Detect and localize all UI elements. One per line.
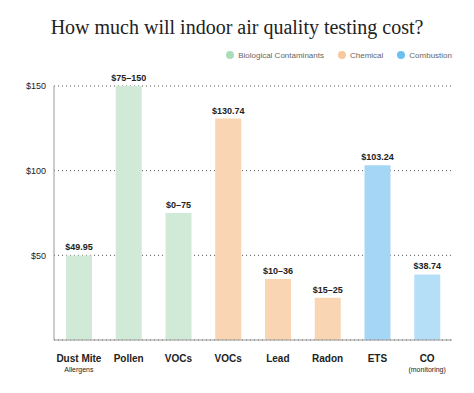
svg-text:Radon: Radon (312, 353, 343, 364)
svg-text:$49.95: $49.95 (65, 242, 93, 252)
svg-text:$100: $100 (26, 166, 46, 176)
svg-text:ETS: ETS (368, 353, 388, 364)
svg-text:$38.74: $38.74 (413, 261, 441, 271)
svg-text:$50: $50 (31, 251, 46, 261)
svg-text:$150: $150 (26, 81, 46, 91)
svg-text:$103.24: $103.24 (361, 152, 394, 162)
svg-text:CO: CO (420, 353, 435, 364)
svg-text:$0–75: $0–75 (166, 200, 191, 210)
svg-text:$130.74: $130.74 (212, 106, 245, 116)
svg-text:Pollen: Pollen (114, 353, 144, 364)
html-text:How much will indoor air quali: How much will indoor air quality testing… (50, 16, 424, 38)
svg-text:VOCs: VOCs (165, 353, 193, 364)
html-text:Combustion: Combustion (409, 50, 452, 60)
svg-text:$75–150: $75–150 (111, 73, 146, 83)
svg-text:Lead: Lead (266, 353, 289, 364)
html-text:Chemical: Chemical (350, 50, 384, 60)
svg-text:VOCs: VOCs (215, 353, 243, 364)
svg-text:(monitoring): (monitoring) (408, 366, 445, 374)
svg-text:Allergens: Allergens (64, 366, 94, 374)
svg-text:Dust Mite: Dust Mite (56, 353, 101, 364)
svg-text:$15–25: $15–25 (313, 285, 343, 295)
html-text:Biological Contaminants: Biological Contaminants (238, 50, 324, 60)
svg-text:$10–36: $10–36 (263, 266, 293, 276)
